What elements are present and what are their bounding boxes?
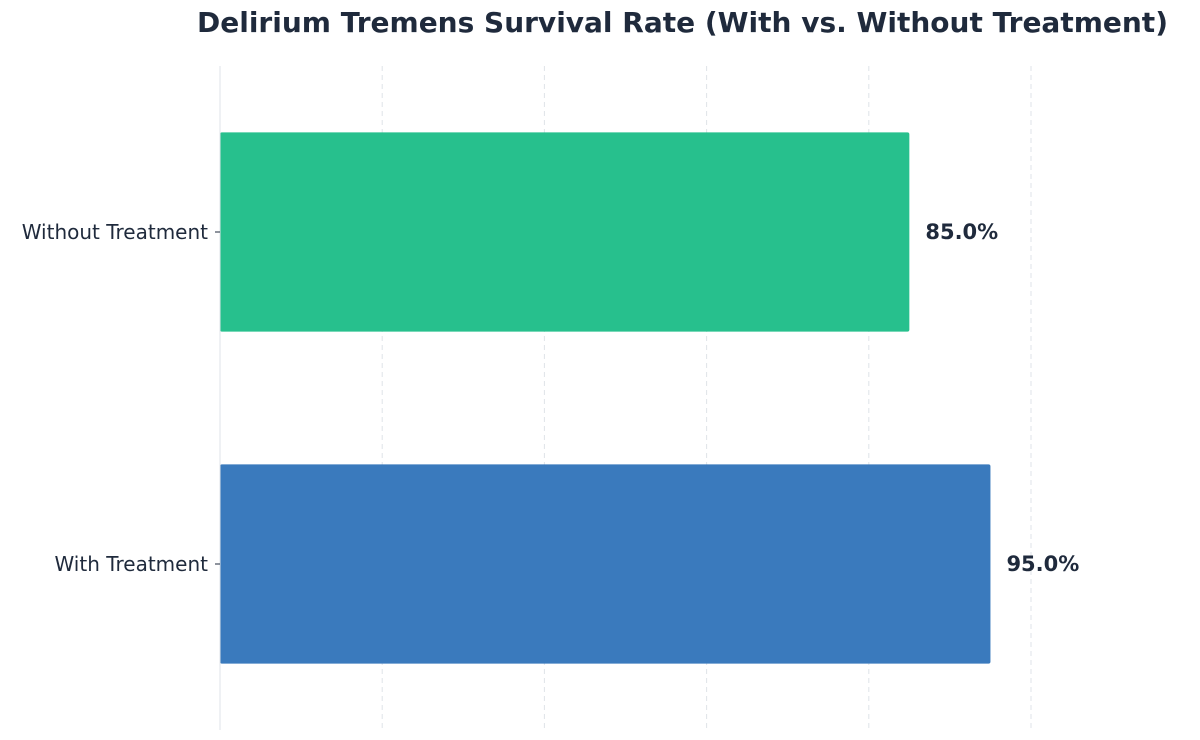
value-label-without-treatment: 85.0% [925,220,998,244]
value-label-with-treatment: 95.0% [1006,552,1079,576]
chart-title: Delirium Tremens Survival Rate (With vs.… [197,6,1168,39]
category-label-with-treatment: With Treatment [54,552,208,576]
bar-without-treatment [220,132,910,332]
category-label-without-treatment: Without Treatment [22,220,208,244]
bars-layer [220,132,991,664]
labels-layer: With Treatment 95.0% Without Treatment 85.0… [22,220,1080,576]
bar-with-treatment [220,464,991,664]
